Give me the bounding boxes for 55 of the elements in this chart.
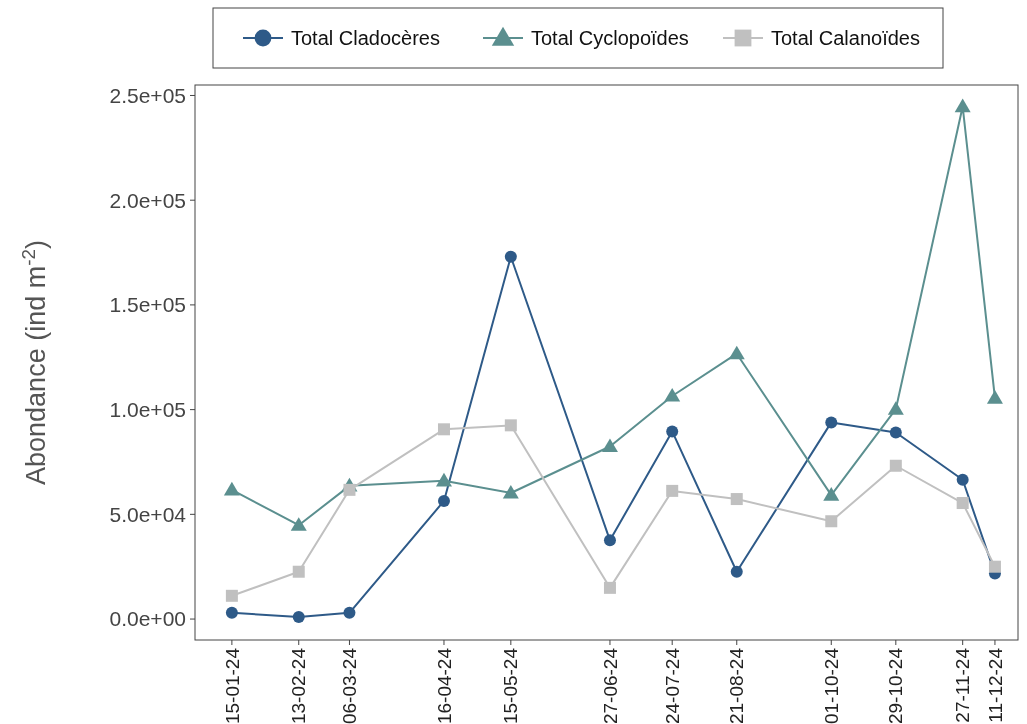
point: [956, 473, 969, 486]
point: [986, 390, 1003, 404]
point: [225, 589, 238, 602]
point: [666, 484, 679, 497]
x-tick-label: 27-11-24: [952, 647, 974, 723]
y-tick-label: 1.5e+05: [109, 293, 186, 317]
point: [988, 560, 1001, 573]
x-tick-label: 11-12-24: [984, 647, 1006, 723]
x-tick-label: 29-10-24: [885, 647, 907, 724]
point: [889, 459, 902, 472]
point: [730, 493, 743, 506]
point: [603, 581, 616, 594]
point: [825, 416, 838, 429]
point: [730, 565, 743, 578]
x-tick-label: 06-03-24: [339, 647, 361, 724]
point: [504, 419, 517, 432]
point: [343, 483, 356, 496]
y-tick-label: 5.0e+04: [109, 502, 187, 526]
point: [823, 487, 840, 501]
point: [223, 481, 240, 496]
point: [887, 401, 904, 415]
point: [435, 472, 452, 487]
x-tick-label: 21-08-24: [726, 647, 748, 724]
y-tick-label: 2.5e+05: [109, 83, 186, 107]
point: [954, 98, 971, 113]
point: [437, 494, 450, 507]
point: [728, 345, 745, 360]
x-tick-label: 01-10-24: [820, 647, 842, 724]
y-tick-label: 2.0e+05: [109, 188, 186, 212]
legend-label: Total Calanoïdes: [771, 27, 920, 49]
point: [502, 484, 519, 499]
y-tick-label: 0.0e+00: [109, 607, 186, 631]
point: [292, 610, 305, 623]
point: [825, 515, 838, 528]
point: [504, 250, 517, 263]
point: [666, 425, 679, 438]
legend-label: Total Cladocères: [291, 27, 440, 49]
point: [225, 606, 238, 619]
point: [603, 534, 616, 547]
point: [889, 426, 902, 439]
x-tick-label: 16-04-24: [433, 647, 455, 724]
point: [664, 388, 681, 402]
point: [437, 423, 450, 436]
x-tick-label: 15-05-24: [500, 647, 522, 724]
point: [290, 517, 307, 531]
point: [601, 438, 618, 453]
x-tick-label: 13-02-24: [288, 647, 310, 724]
x-tick-label: 24-07-24: [661, 647, 683, 724]
y-tick-label: 1.0e+05: [109, 397, 186, 421]
x-tick-label: 27-06-24: [599, 647, 621, 724]
point: [292, 565, 305, 578]
legend-label: Total Cyclopoïdes: [531, 27, 689, 49]
point: [343, 606, 356, 619]
point: [956, 497, 969, 510]
x-tick-label: 15-01-24: [221, 647, 243, 724]
